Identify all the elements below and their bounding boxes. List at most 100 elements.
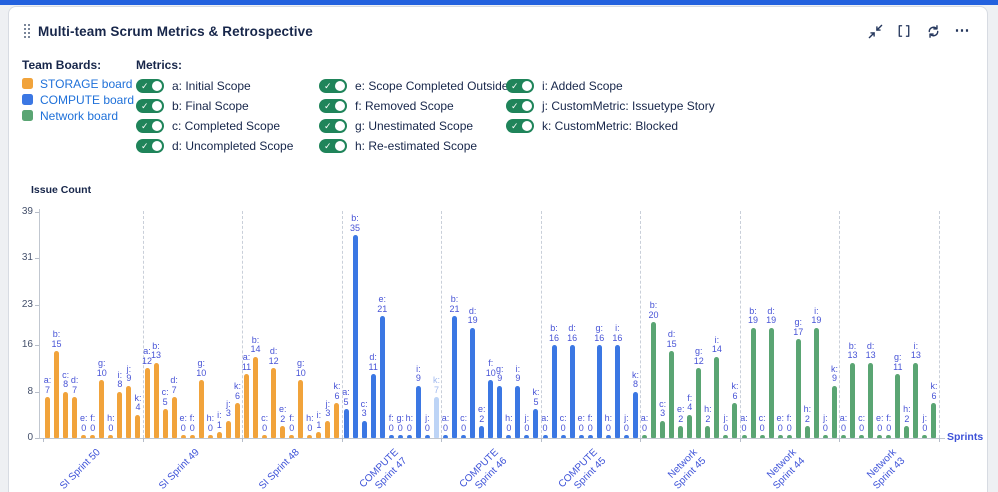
bar-compute-sprint-47-i[interactable]	[415, 385, 421, 438]
bar-si-sprint-50-k[interactable]	[135, 414, 141, 438]
bar-network-sprint-44-i[interactable]	[813, 327, 819, 438]
metric-toggle-d[interactable]: ✓	[136, 139, 164, 153]
bar-compute-sprint-45-b[interactable]	[551, 345, 557, 438]
bar-compute-sprint-46-d[interactable]	[470, 327, 476, 438]
bar-compute-sprint-47-b[interactable]	[352, 235, 358, 438]
bar-network-sprint-43-k[interactable]	[931, 403, 937, 438]
bar-compute-sprint-47-h[interactable]	[406, 435, 412, 438]
bar-compute-sprint-47-g[interactable]	[397, 435, 403, 438]
bar-si-sprint-49-a[interactable]	[144, 368, 150, 438]
bar-si-sprint-48-c[interactable]	[262, 435, 268, 438]
metric-toggle-e[interactable]: ✓	[319, 79, 347, 93]
bar-network-sprint-44-c[interactable]	[759, 435, 765, 438]
bar-compute-sprint-45-j[interactable]	[623, 435, 629, 438]
bar-si-sprint-49-e[interactable]	[180, 435, 186, 438]
metric-toggle-j[interactable]: ✓	[506, 99, 534, 113]
bar-compute-sprint-46-a[interactable]	[443, 435, 449, 438]
bar-compute-sprint-46-g[interactable]	[497, 385, 503, 438]
bar-si-sprint-49-g[interactable]	[198, 380, 204, 438]
bar-compute-sprint-47-j[interactable]	[424, 435, 430, 438]
bar-si-sprint-50-a[interactable]	[45, 397, 51, 438]
bar-si-sprint-49-h[interactable]	[207, 435, 213, 438]
bar-network-sprint-43-j[interactable]	[922, 435, 928, 438]
bar-network-sprint-43-c[interactable]	[859, 435, 865, 438]
bar-network-sprint-43-e[interactable]	[877, 435, 883, 438]
bar-compute-sprint-45-c[interactable]	[560, 435, 566, 438]
bar-network-sprint-45-h[interactable]	[705, 426, 711, 438]
bar-si-sprint-49-f[interactable]	[189, 435, 195, 438]
bar-network-sprint-43-f[interactable]	[886, 435, 892, 438]
bar-si-sprint-48-k[interactable]	[334, 403, 340, 438]
board-label[interactable]: STORAGE board	[40, 76, 133, 91]
bar-si-sprint-50-h[interactable]	[108, 435, 114, 438]
bar-compute-sprint-46-k[interactable]	[533, 409, 539, 438]
bar-network-sprint-44-a[interactable]	[741, 435, 747, 438]
bar-compute-sprint-46-i[interactable]	[515, 385, 521, 438]
bar-si-sprint-48-d[interactable]	[271, 368, 277, 438]
bar-compute-sprint-45-g[interactable]	[596, 345, 602, 438]
bar-si-sprint-48-j[interactable]	[325, 420, 331, 438]
bar-network-sprint-45-j[interactable]	[723, 435, 729, 438]
bar-si-sprint-50-i[interactable]	[117, 391, 123, 438]
bar-network-sprint-44-k[interactable]	[831, 385, 837, 438]
board-label[interactable]: COMPUTE board	[40, 92, 135, 107]
bar-compute-sprint-47-c[interactable]	[361, 420, 367, 438]
bar-network-sprint-44-j[interactable]	[822, 435, 828, 438]
drag-handle-icon[interactable]	[23, 23, 31, 39]
bar-si-sprint-50-d[interactable]	[72, 397, 78, 438]
metric-toggle-b[interactable]: ✓	[136, 99, 164, 113]
bar-compute-sprint-46-j[interactable]	[524, 435, 530, 438]
bar-compute-sprint-46-e[interactable]	[479, 426, 485, 438]
bar-network-sprint-43-b[interactable]	[850, 362, 856, 438]
bar-si-sprint-49-j[interactable]	[225, 420, 231, 438]
bar-network-sprint-43-i[interactable]	[913, 362, 919, 438]
bar-network-sprint-43-h[interactable]	[904, 426, 910, 438]
bar-compute-sprint-46-f[interactable]	[488, 380, 494, 438]
bar-si-sprint-50-c[interactable]	[63, 391, 69, 438]
bar-si-sprint-49-d[interactable]	[171, 397, 177, 438]
bar-si-sprint-48-b[interactable]	[253, 356, 259, 438]
bar-network-sprint-43-d[interactable]	[868, 362, 874, 438]
bar-compute-sprint-47-a[interactable]	[343, 409, 349, 438]
bar-si-sprint-50-g[interactable]	[99, 380, 105, 438]
more-menu-icon[interactable]: ⋯	[954, 22, 970, 39]
metric-toggle-c[interactable]: ✓	[136, 119, 164, 133]
bar-network-sprint-45-d[interactable]	[669, 351, 675, 438]
metric-toggle-g[interactable]: ✓	[319, 119, 347, 133]
bar-compute-sprint-45-a[interactable]	[542, 435, 548, 438]
bar-compute-sprint-46-h[interactable]	[506, 435, 512, 438]
bar-compute-sprint-47-f[interactable]	[388, 435, 394, 438]
bar-network-sprint-45-k[interactable]	[732, 403, 738, 438]
bar-network-sprint-43-g[interactable]	[895, 374, 901, 438]
bar-compute-sprint-45-f[interactable]	[587, 435, 593, 438]
metric-toggle-i[interactable]: ✓	[506, 79, 534, 93]
bar-compute-sprint-45-h[interactable]	[605, 435, 611, 438]
bar-si-sprint-49-i[interactable]	[216, 432, 222, 438]
bar-si-sprint-49-b[interactable]	[153, 362, 159, 438]
bar-network-sprint-45-c[interactable]	[660, 420, 666, 438]
bar-compute-sprint-45-i[interactable]	[614, 345, 620, 438]
bar-compute-sprint-46-b[interactable]	[452, 316, 458, 438]
bar-compute-sprint-45-e[interactable]	[578, 435, 584, 438]
board-label[interactable]: Network board	[40, 108, 119, 123]
metric-toggle-f[interactable]: ✓	[319, 99, 347, 113]
bar-network-sprint-45-e[interactable]	[678, 426, 684, 438]
collapse-icon[interactable]	[866, 22, 884, 40]
bar-network-sprint-45-a[interactable]	[642, 435, 648, 438]
bar-si-sprint-50-f[interactable]	[90, 435, 96, 438]
bar-compute-sprint-47-e[interactable]	[379, 316, 385, 438]
bar-si-sprint-48-e[interactable]	[280, 426, 286, 438]
bar-si-sprint-48-f[interactable]	[289, 435, 295, 438]
bar-network-sprint-44-e[interactable]	[777, 435, 783, 438]
bar-network-sprint-45-f[interactable]	[687, 414, 693, 438]
bar-si-sprint-50-b[interactable]	[54, 351, 60, 438]
bar-network-sprint-45-b[interactable]	[651, 322, 657, 438]
metric-toggle-k[interactable]: ✓	[506, 119, 534, 133]
bar-si-sprint-50-e[interactable]	[81, 435, 87, 438]
bar-si-sprint-48-i[interactable]	[316, 432, 322, 438]
refresh-icon[interactable]	[924, 22, 942, 40]
bar-network-sprint-43-a[interactable]	[841, 435, 847, 438]
fullscreen-icon[interactable]	[895, 22, 913, 40]
bar-si-sprint-50-j[interactable]	[126, 385, 132, 438]
bar-network-sprint-45-g[interactable]	[696, 368, 702, 438]
